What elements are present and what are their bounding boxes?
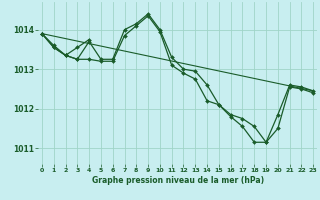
X-axis label: Graphe pression niveau de la mer (hPa): Graphe pression niveau de la mer (hPa) — [92, 176, 264, 185]
